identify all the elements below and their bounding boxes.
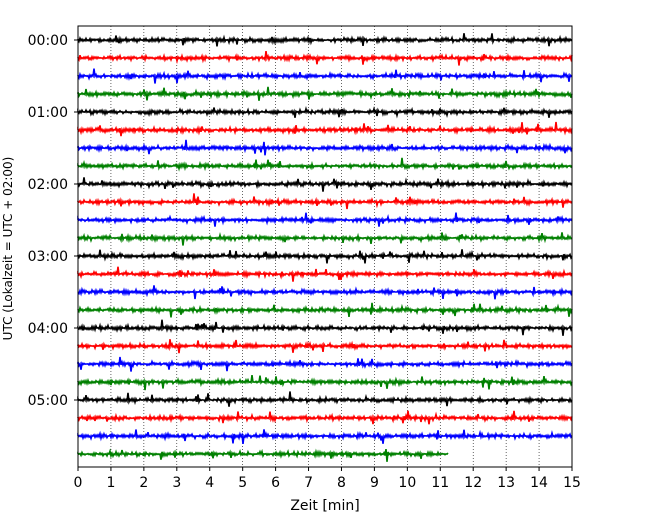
y-tick-label: 02:00 <box>28 177 68 193</box>
x-tick-label: 7 <box>304 475 313 491</box>
trace-line <box>77 410 573 425</box>
plot-frame <box>77 25 573 468</box>
x-tick-label: 5 <box>238 475 247 491</box>
trace-line <box>77 106 573 119</box>
y-tick-label: 04:00 <box>28 321 68 337</box>
trace-line <box>77 50 573 66</box>
y-tick-label: 05:00 <box>28 393 68 409</box>
x-tick-label: 10 <box>398 475 416 491</box>
trace-line <box>77 374 573 391</box>
x-tick-label: 0 <box>74 475 83 491</box>
x-tick-label: 12 <box>464 475 482 491</box>
trace-line <box>77 231 573 246</box>
trace-line <box>77 121 573 137</box>
x-axis-title: Zeit [min] <box>290 498 359 514</box>
x-tick-label: 8 <box>337 475 346 491</box>
trace-line <box>77 177 573 192</box>
trace-line <box>77 249 573 264</box>
trace-line <box>77 68 573 84</box>
trace-line <box>77 33 573 47</box>
trace-line <box>77 319 573 336</box>
x-tick-label: 9 <box>370 475 379 491</box>
trace-line <box>77 448 449 462</box>
trace-line <box>77 285 573 300</box>
trace-line <box>77 212 573 227</box>
x-axis: 0 1 2 3 4 5 6 7 8 9 10 11 12 13 14 15 <box>74 467 581 491</box>
x-tick-label: 15 <box>563 475 581 491</box>
x-tick-label: 1 <box>106 475 115 491</box>
x-tick-label: 14 <box>530 475 548 491</box>
x-tick-label: 2 <box>139 475 148 491</box>
y-tick-label: 00:00 <box>28 33 68 49</box>
trace-line <box>77 302 573 318</box>
trace-line <box>77 193 573 210</box>
trace-line <box>77 356 573 372</box>
x-tick-label: 4 <box>205 475 214 491</box>
trace-line <box>77 339 573 354</box>
trace-line <box>77 391 573 407</box>
y-axis-title: UTC (Lokalzeit = UTC + 02:00) <box>1 157 15 341</box>
y-axis: 00:00 01:00 02:00 03:00 04:00 05:00 <box>28 33 78 409</box>
y-tick-label: 01:00 <box>28 105 68 121</box>
x-tick-label: 3 <box>172 475 181 491</box>
y-tick-label: 03:00 <box>28 249 68 265</box>
x-tick-label: 13 <box>497 475 515 491</box>
x-tick-label: 11 <box>431 475 449 491</box>
trace-line <box>77 429 573 444</box>
trace-line <box>77 157 573 172</box>
trace-line <box>77 266 573 282</box>
trace-line <box>77 86 573 101</box>
seismic-traces <box>77 33 573 462</box>
x-tick-label: 6 <box>271 475 280 491</box>
trace-line <box>77 139 573 156</box>
